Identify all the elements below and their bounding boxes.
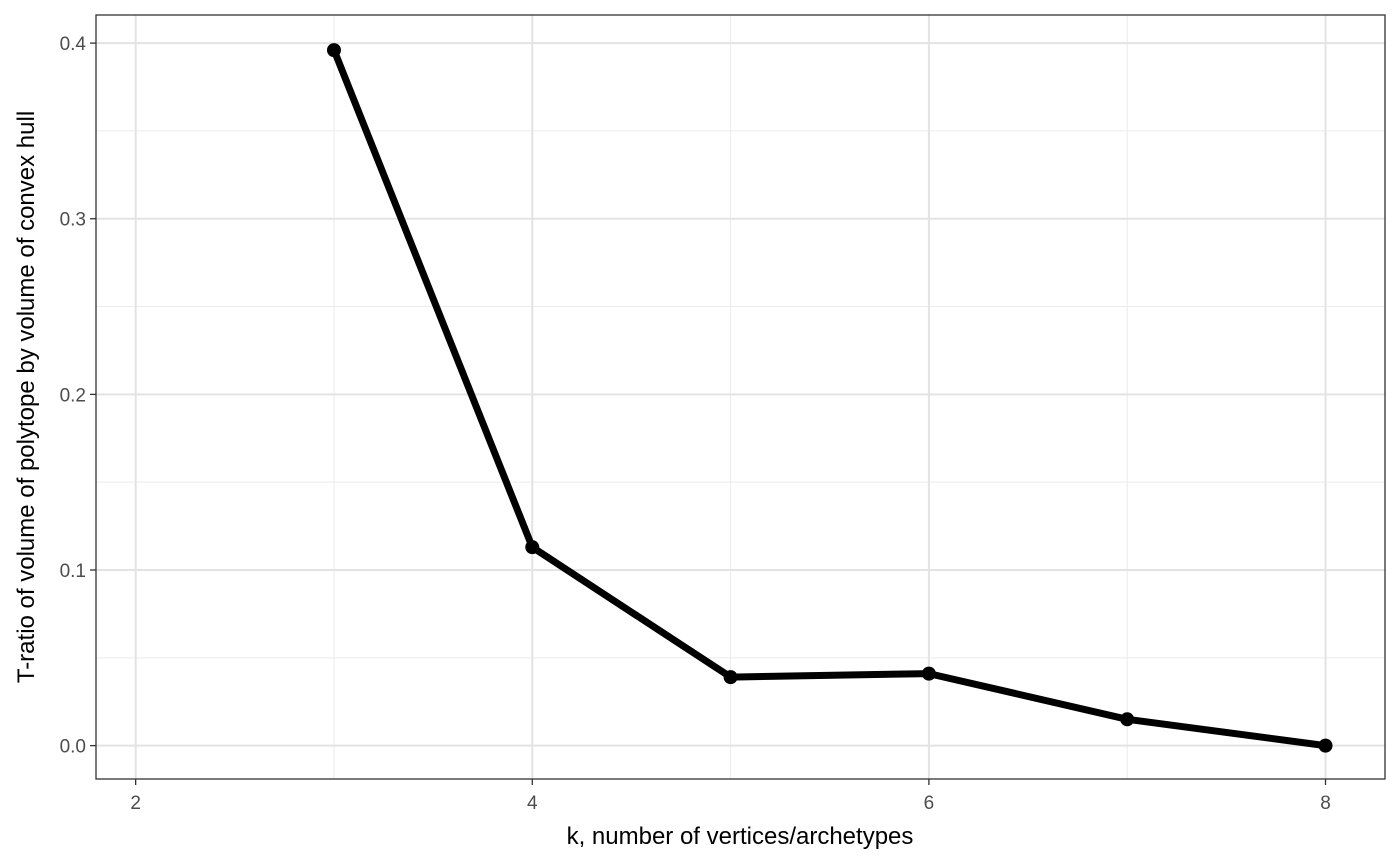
- y-tick-label: 0.3: [60, 210, 86, 231]
- panel-background: [96, 15, 1385, 779]
- y-axis-title: T-ratio of volume of polytope by volume …: [13, 111, 40, 683]
- plot-panel: [95, 14, 1386, 780]
- major-gridlines: [96, 15, 1385, 779]
- x-tick-label: 8: [1320, 793, 1331, 814]
- y-tick-label: 0.0: [60, 737, 86, 758]
- x-tick-label: 2: [130, 793, 141, 814]
- data-point: [326, 43, 341, 58]
- data-point: [1318, 738, 1333, 753]
- data-point: [723, 670, 738, 685]
- y-tick-label: 0.4: [60, 34, 87, 55]
- series-layer: [326, 43, 1333, 753]
- x-axis: 2 4 6 8: [130, 779, 1331, 814]
- panel-border: [95, 14, 1386, 780]
- y-axis: 0.0 0.1 0.2 0.3 0.4: [60, 34, 96, 758]
- data-point: [525, 540, 540, 555]
- y-tick-label: 0.2: [60, 385, 86, 406]
- x-axis-title: k, number of vertices/archetypes: [567, 823, 914, 850]
- x-tick-label: 6: [924, 793, 935, 814]
- y-tick-label: 0.1: [60, 561, 86, 582]
- data-point: [1120, 712, 1135, 727]
- x-tick-label: 4: [527, 793, 538, 814]
- minor-gridlines: [96, 15, 1385, 779]
- data-point: [921, 666, 936, 681]
- series-line: [330, 48, 1326, 750]
